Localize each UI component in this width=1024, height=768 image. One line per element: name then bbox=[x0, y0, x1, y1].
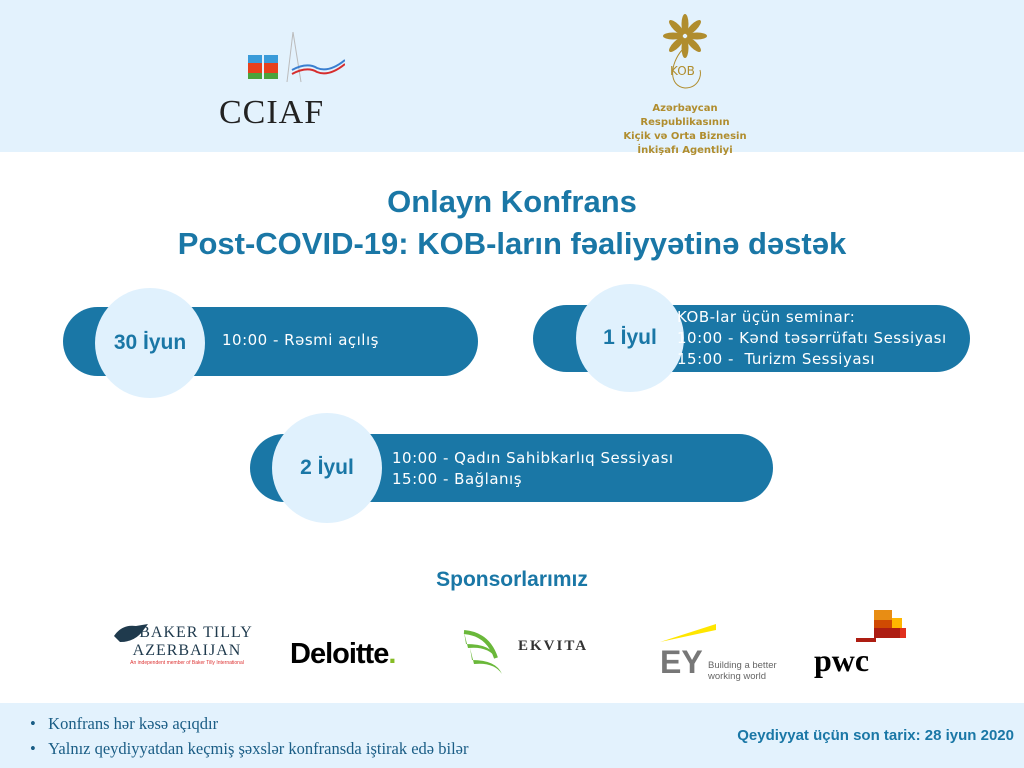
session-line: 10:00 - Kənd təsərrüfatı Sessiyası bbox=[677, 329, 947, 347]
footer-bullet: • Konfrans hər kəsə açıqdır bbox=[30, 714, 219, 733]
session-date: 2 İyul bbox=[272, 413, 382, 523]
ey-beam-icon bbox=[660, 624, 716, 642]
sponsor-tagline: An independent member of Baker Tilly Int… bbox=[130, 660, 244, 666]
flag-emblem-icon bbox=[248, 31, 346, 83]
session-details: 10:00 - Qadın Sahibkarlıq Sessiyası 15:0… bbox=[392, 448, 674, 490]
kob-line: İnkişafı Agentliyi bbox=[637, 145, 733, 156]
footer-bullets: • Konfrans hər kəsə açıqdır • Yalnız qey… bbox=[30, 711, 469, 761]
bullet-text: Konfrans hər kəsə açıqdır bbox=[48, 714, 219, 733]
registration-deadline: Qeydiyyat üçün son tarix: 28 iyun 2020 bbox=[737, 727, 1014, 744]
pwc-blocks-icon bbox=[856, 610, 906, 642]
kob-emblem-text: KOB bbox=[670, 64, 695, 78]
flower-icon bbox=[663, 14, 707, 89]
kob-agency-name: Azərbaycan Respublikasının Kiçik və Orta… bbox=[610, 102, 760, 158]
sponsor-name: EKVITA bbox=[518, 638, 589, 654]
sponsor-name: EY bbox=[660, 644, 703, 680]
footer-band bbox=[0, 703, 1024, 768]
sponsor-deloitte: Deloitte. bbox=[290, 638, 396, 671]
session-line: 15:00 - Bağlanış bbox=[392, 470, 523, 488]
header-band bbox=[0, 0, 1024, 152]
green-dot-icon: . bbox=[388, 638, 396, 670]
sponsor-ey: EY Building a better working world bbox=[660, 624, 790, 684]
session-date: 30 İyun bbox=[95, 288, 205, 398]
sponsor-ekvita: EKVITA bbox=[462, 630, 632, 680]
cciaf-logo: CCIAF bbox=[215, 30, 346, 131]
kob-line: Azərbaycan Respublikasının bbox=[640, 103, 730, 128]
sponsor-name: pwc bbox=[814, 642, 870, 678]
session-details: 10:00 - Rəsmi açılış bbox=[222, 330, 379, 351]
sponsor-name: AZERBAIJAN bbox=[132, 642, 242, 659]
sponsor-baker-tilly: BAKER TILLY AZERBAIJAN An independent me… bbox=[112, 622, 262, 666]
session-date: 1 İyul bbox=[576, 284, 684, 392]
cciaf-logo-text: CCIAF bbox=[219, 94, 325, 131]
page-title: Onlayn Konfrans bbox=[387, 184, 637, 219]
session-line: KOB-lar üçün seminar: bbox=[677, 308, 856, 326]
kob-logo: KOB Azərbaycan Respublikasının Kiçik və … bbox=[610, 14, 760, 158]
bullet-text: Yalnız qeydiyyatdan keçmiş şəxslər konfr… bbox=[48, 739, 469, 758]
session-line: 10:00 - Rəsmi açılış bbox=[222, 331, 379, 349]
kob-line: Kiçik və Orta Biznesin bbox=[623, 131, 747, 142]
sponsor-tagline: Building a better working world bbox=[708, 660, 777, 682]
sponsor-name: BAKER TILLY bbox=[139, 624, 253, 641]
sponsors-heading: Sponsorlarımız bbox=[436, 568, 588, 591]
bird-icon bbox=[114, 624, 148, 642]
session-details: KOB-lar üçün seminar: 10:00 - Kənd təsər… bbox=[677, 307, 947, 370]
footer-bullet: • Yalnız qeydiyyatdan keçmiş şəxslər kon… bbox=[30, 739, 469, 758]
page-subtitle: Post-COVID-19: KOB-ların fəaliyyətinə də… bbox=[177, 226, 847, 261]
session-line: 15:00 - Turizm Sessiyası bbox=[677, 350, 876, 368]
ekvita-emblem-icon bbox=[463, 630, 502, 674]
sponsor-pwc: pwc bbox=[812, 608, 912, 688]
session-line: 10:00 - Qadın Sahibkarlıq Sessiyası bbox=[392, 449, 674, 467]
sponsor-name: Deloitte bbox=[290, 638, 389, 670]
